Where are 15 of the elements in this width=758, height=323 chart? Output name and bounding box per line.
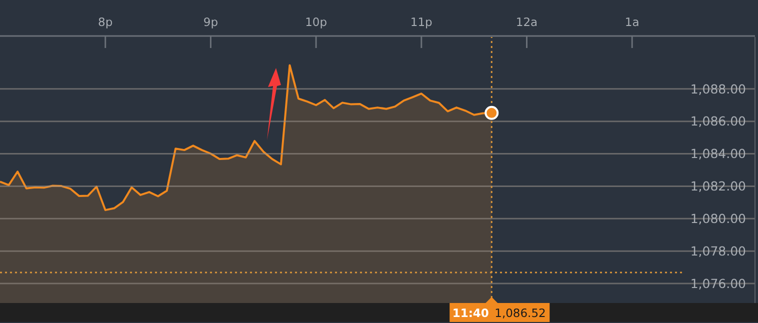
x-tick-label: 1a [624, 15, 640, 30]
y-tick-label: 1,076.00 [690, 276, 746, 291]
x-tick-label: 10p [305, 15, 328, 30]
x-tick-label: 11p [410, 15, 432, 30]
ref-line-label: 11:40 [452, 306, 489, 320]
x-tick-label: 9p [203, 15, 218, 30]
y-tick-label: 1,084.00 [690, 146, 746, 162]
y-tick-label: 1,080.00 [690, 211, 746, 226]
y-tick-label: 1,082.00 [690, 178, 746, 194]
x-tick-label: 12a [516, 15, 538, 30]
text: 1,086.52 [494, 306, 546, 320]
x-tick-label: 8p [98, 15, 113, 30]
y-tick-label: 1,086.00 [690, 114, 746, 129]
y-tick-label: 1,088.00 [690, 81, 746, 96]
y-tick-label: 1,078.00 [690, 243, 746, 258]
